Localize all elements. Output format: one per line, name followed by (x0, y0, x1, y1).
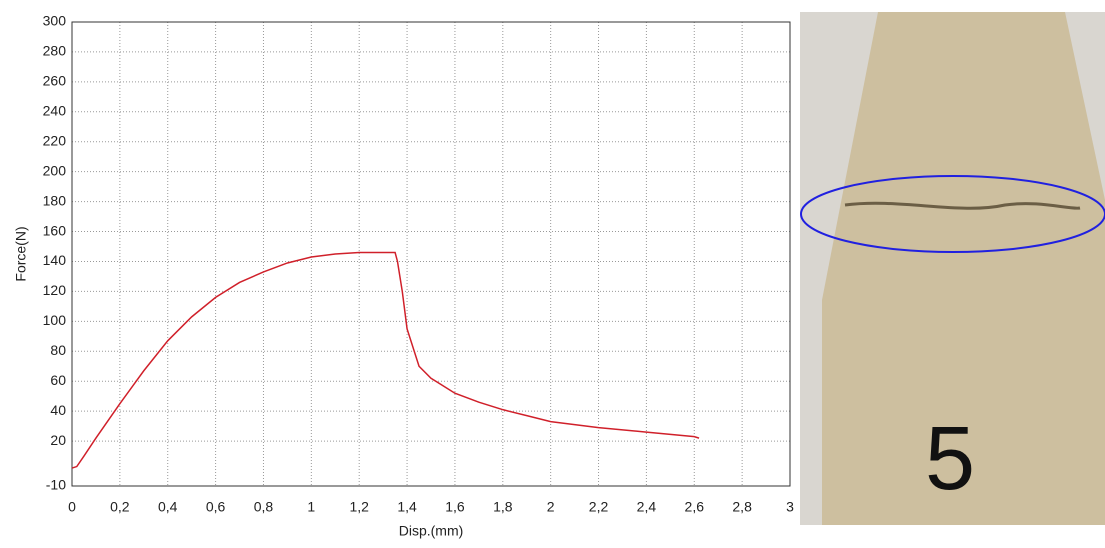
specimen-number: 5 (925, 409, 975, 509)
data-line (72, 253, 699, 469)
y-tick-label: 140 (43, 252, 67, 268)
x-tick-label: 2,6 (685, 499, 705, 515)
y-tick-label: 40 (50, 402, 66, 418)
x-tick-label: 2,4 (637, 499, 657, 515)
x-tick-label: 0,6 (206, 499, 226, 515)
x-tick-label: 1,4 (397, 499, 417, 515)
page: {"chart_data": {"type": "line", "xlabel"… (0, 0, 1105, 548)
plot-frame (72, 22, 790, 486)
x-tick-label: 0,4 (158, 499, 178, 515)
y-axis-label: Force(N) (13, 226, 29, 281)
y-tick-label: 60 (50, 372, 66, 388)
y-tick-label: 80 (50, 342, 66, 358)
y-tick-label: -10 (46, 477, 66, 493)
y-tick-label: 180 (43, 192, 67, 208)
y-tick-label: 160 (43, 222, 67, 238)
y-tick-label: 200 (43, 162, 67, 178)
y-tick-label: 300 (43, 13, 67, 29)
x-tick-label: 0 (68, 499, 76, 515)
y-tick-label: 280 (43, 43, 67, 59)
photo: 5 (800, 12, 1105, 525)
x-tick-label: 0,8 (254, 499, 274, 515)
y-tick-label: 260 (43, 73, 67, 89)
x-axis-label: Disp.(mm) (399, 523, 464, 539)
y-tick-label: 100 (43, 312, 67, 328)
x-tick-label: 1,8 (493, 499, 513, 515)
x-tick-label: 0,2 (110, 499, 130, 515)
x-tick-label: 2,8 (732, 499, 752, 515)
x-tick-label: 2 (547, 499, 555, 515)
y-tick-label: 20 (50, 432, 66, 448)
figure: Force(N) Disp.(mm) 5 -102040608010012014… (0, 0, 1105, 543)
x-tick-label: 2,2 (589, 499, 609, 515)
x-tick-label: 1 (307, 499, 315, 515)
x-tick-label: 1,2 (349, 499, 369, 515)
x-tick-label: 1,6 (445, 499, 465, 515)
y-tick-label: 240 (43, 103, 67, 119)
y-tick-label: 220 (43, 132, 67, 148)
y-tick-label: 120 (43, 282, 67, 298)
x-tick-label: 3 (786, 499, 794, 515)
